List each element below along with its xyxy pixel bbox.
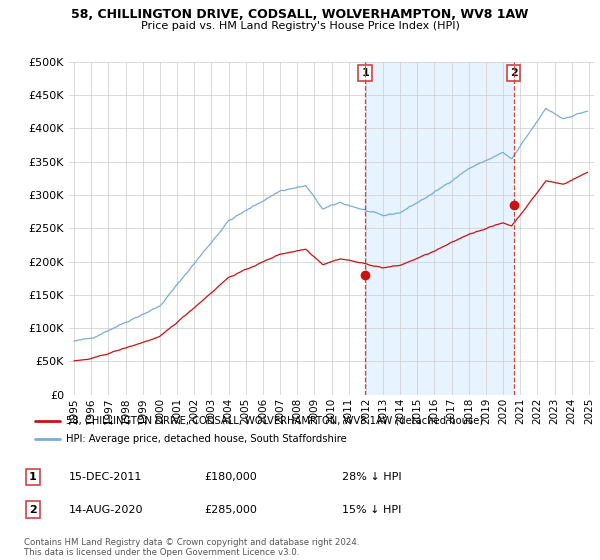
Text: HPI: Average price, detached house, South Staffordshire: HPI: Average price, detached house, Sout… [66,434,347,444]
Text: 15% ↓ HPI: 15% ↓ HPI [342,505,401,515]
Text: 2: 2 [510,68,518,78]
Text: 2: 2 [29,505,37,515]
Text: £285,000: £285,000 [204,505,257,515]
Bar [365,62,514,395]
Text: Price paid vs. HM Land Registry's House Price Index (HPI): Price paid vs. HM Land Registry's House … [140,21,460,31]
Text: 28% ↓ HPI: 28% ↓ HPI [342,472,401,482]
Text: 58, CHILLINGTON DRIVE, CODSALL, WOLVERHAMPTON, WV8 1AW (detached house): 58, CHILLINGTON DRIVE, CODSALL, WOLVERHA… [66,416,483,426]
Text: 1: 1 [361,68,369,78]
Text: 15-DEC-2011: 15-DEC-2011 [69,472,142,482]
Text: £180,000: £180,000 [204,472,257,482]
Text: 58, CHILLINGTON DRIVE, CODSALL, WOLVERHAMPTON, WV8 1AW: 58, CHILLINGTON DRIVE, CODSALL, WOLVERHA… [71,8,529,21]
Text: Contains HM Land Registry data © Crown copyright and database right 2024.
This d: Contains HM Land Registry data © Crown c… [24,538,359,557]
Text: 14-AUG-2020: 14-AUG-2020 [69,505,143,515]
Text: 1: 1 [29,472,37,482]
